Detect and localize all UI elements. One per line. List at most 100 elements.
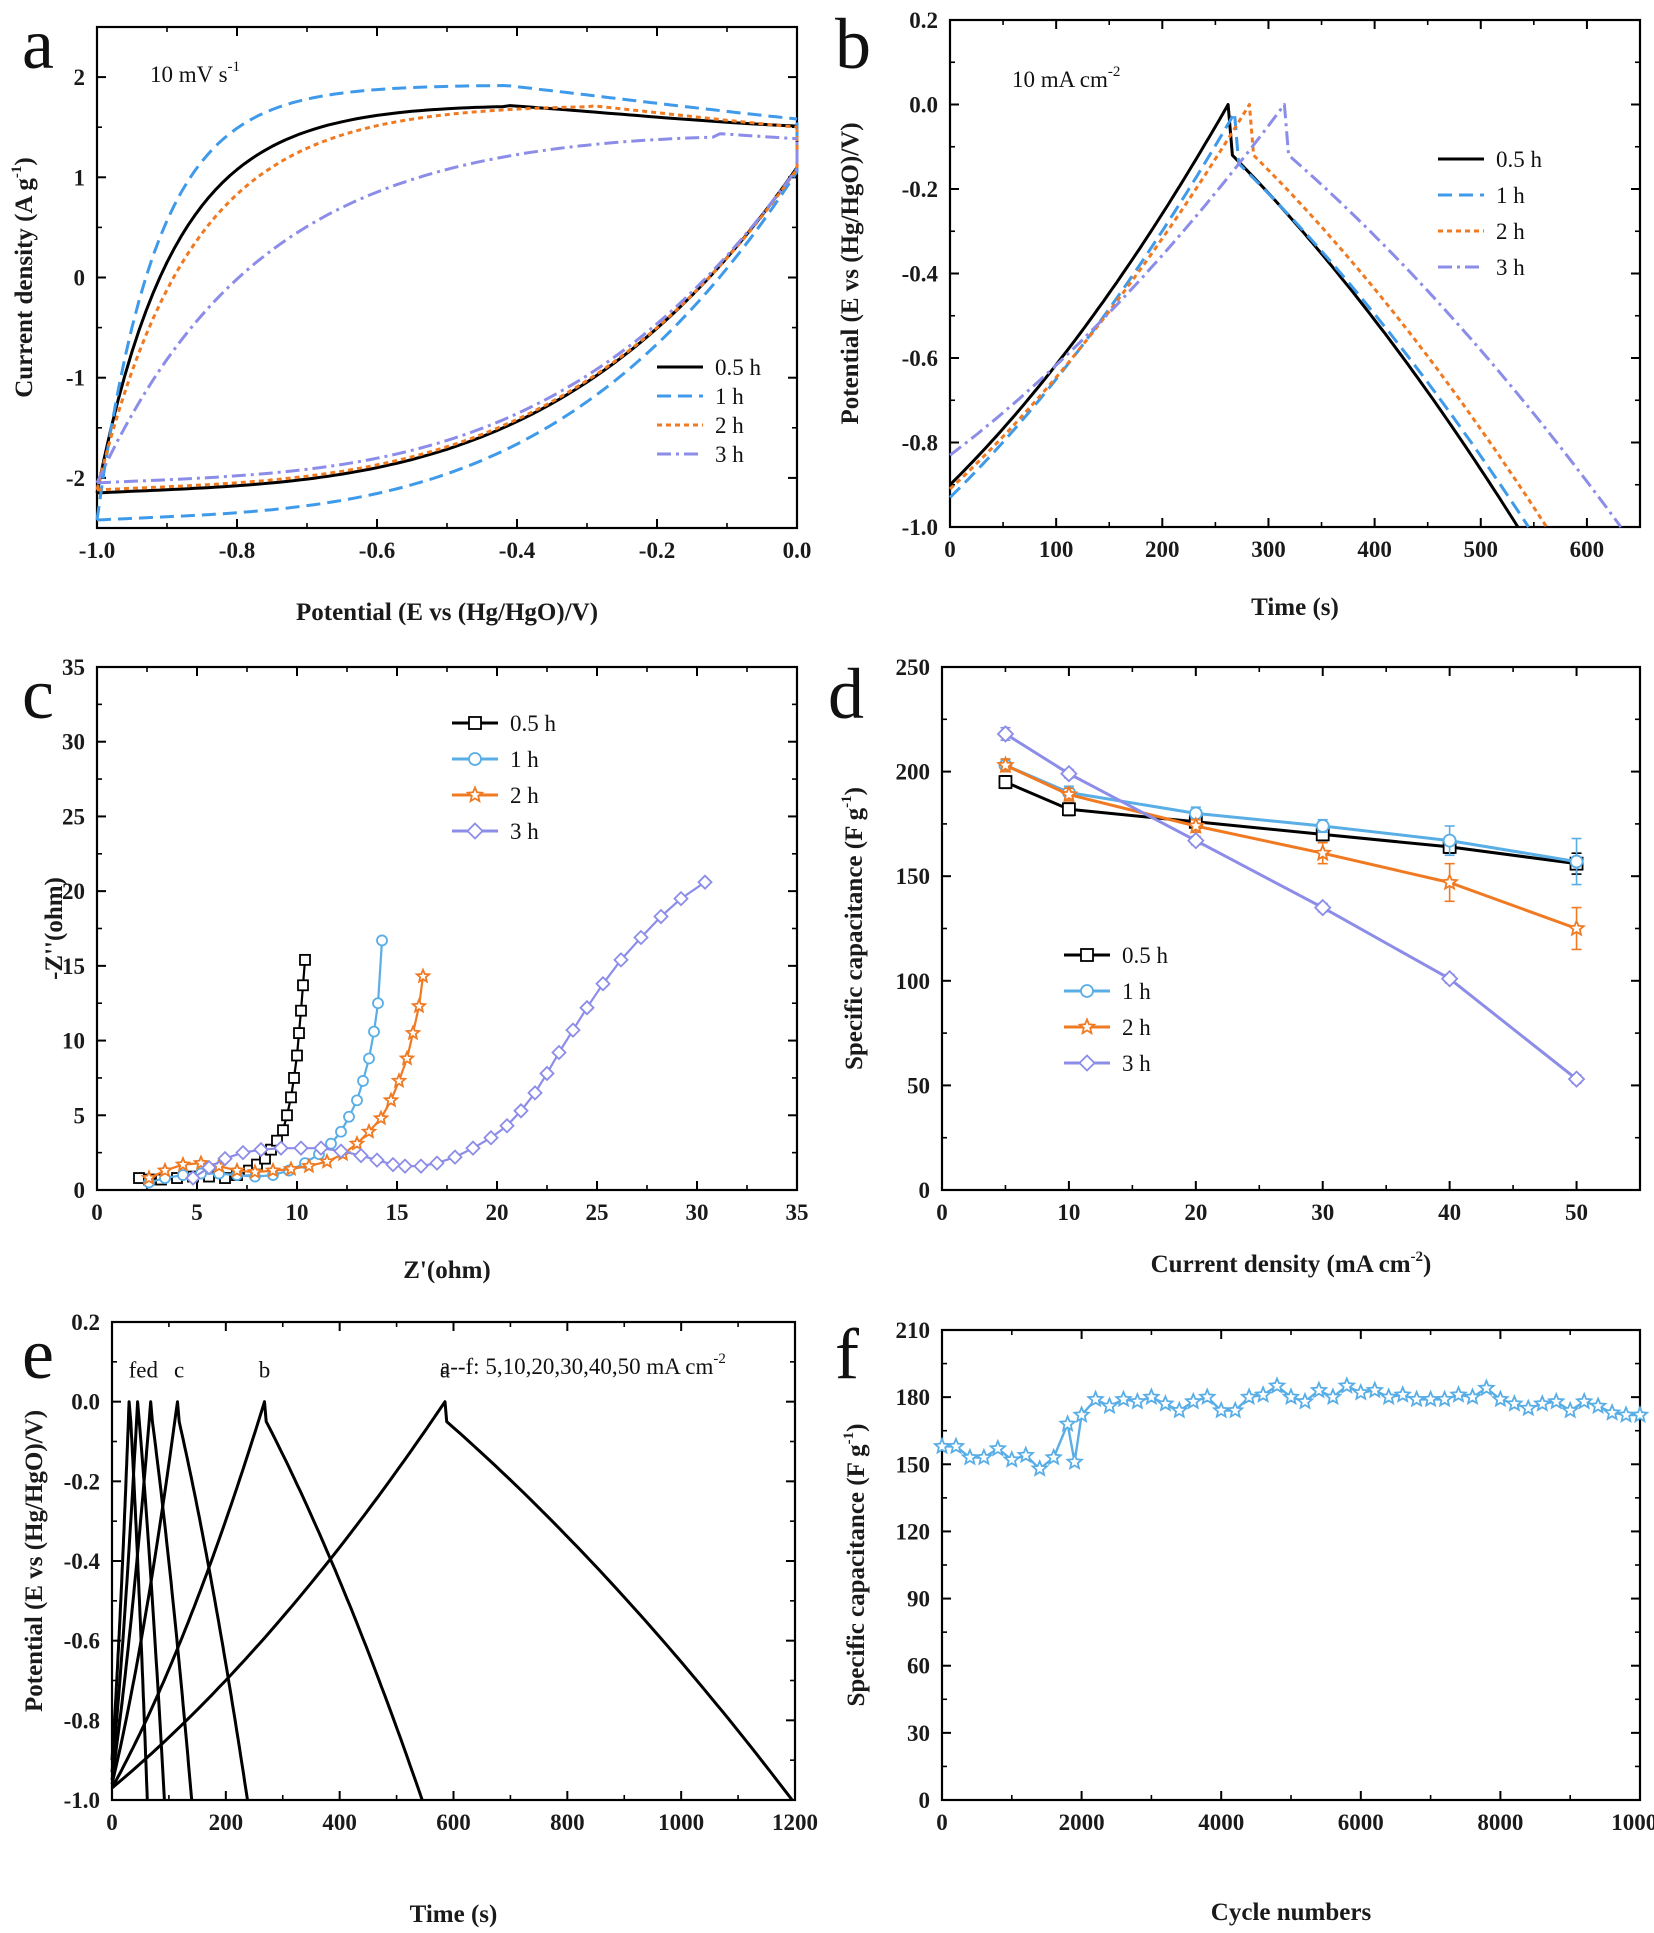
c-point [447, 1149, 463, 1165]
a-curve-1h [95, 84, 798, 521]
f-point [1169, 1400, 1189, 1419]
d-xtick-label: 20 [1184, 1200, 1207, 1225]
b-ytick-label: -0.2 [902, 177, 938, 202]
e-curve-label: fed [129, 1358, 159, 1383]
c-point [297, 979, 309, 992]
a-ylabel-sup: -1 [9, 166, 25, 179]
c-point [539, 1065, 555, 1082]
e-xtick-label: 200 [209, 1810, 244, 1835]
f-point [1142, 1387, 1161, 1406]
d-ytick-label: 100 [896, 969, 931, 994]
d-xtick-label: 40 [1438, 1200, 1461, 1225]
d-point [1060, 764, 1078, 783]
f-point [1630, 1405, 1650, 1424]
d-legend-label: 2 h [1122, 1015, 1151, 1040]
c-point [398, 1049, 416, 1066]
f-xtick-label: 0 [936, 1810, 948, 1835]
f-point [1281, 1387, 1301, 1406]
a-ytick-label: -2 [66, 466, 85, 491]
e-ytick-label: -0.4 [64, 1549, 101, 1574]
panel-c-letter: c [22, 654, 54, 734]
a-curve-0.5h [95, 104, 798, 494]
c-point [273, 1140, 289, 1156]
f-ylabel-sup: -1 [841, 1432, 857, 1445]
c-point [277, 1124, 289, 1137]
f-point [1518, 1398, 1538, 1417]
c-point [414, 967, 432, 984]
f-point [1491, 1389, 1510, 1408]
d-xlabel-sup: -2 [1411, 1249, 1424, 1265]
e-frame [110, 1320, 797, 1802]
f-point [1574, 1391, 1594, 1410]
f-point [1309, 1380, 1329, 1399]
f-ytick-label: 30 [907, 1721, 930, 1746]
d-point [1567, 1070, 1586, 1088]
f-point [1086, 1389, 1105, 1408]
a-curve-1h-return [96, 122, 799, 522]
a-xtick-label: -0.6 [359, 538, 395, 563]
f-point [1477, 1378, 1496, 1397]
c-point [335, 1125, 347, 1138]
d-ylabel: Specific capacitance (F g-1) [839, 787, 868, 1070]
c-point [288, 1072, 300, 1084]
a-ytick-label: -1 [66, 366, 85, 391]
d-ytick-label: 150 [896, 864, 931, 889]
e-curve-b [110, 1400, 424, 1801]
f-point [1253, 1385, 1273, 1403]
a-curve-3h [95, 132, 798, 484]
c-point [140, 1169, 158, 1186]
f-point [1072, 1405, 1091, 1424]
f-point [1183, 1391, 1203, 1410]
e-annotation-sup: -2 [713, 1351, 726, 1367]
f-point [1463, 1387, 1482, 1406]
f-ytick-label: 120 [896, 1519, 931, 1544]
d-point [1315, 819, 1330, 833]
c-point [376, 934, 388, 947]
c-frame [95, 665, 799, 1192]
c-point [382, 1091, 400, 1108]
f-point [1100, 1396, 1119, 1415]
c-point [351, 1094, 363, 1107]
d-point [1440, 872, 1460, 891]
c-ytick-label: 15 [62, 954, 85, 979]
d-ylabel-sup: -1 [839, 795, 855, 808]
b-legend-label: 1 h [1496, 183, 1525, 208]
c-point [282, 1160, 300, 1177]
c-point [404, 1024, 422, 1041]
d-ylabel-main: Specific capacitance (F g [841, 807, 868, 1070]
c-point [185, 1170, 201, 1186]
c-legend-marker [468, 716, 482, 730]
c-point [156, 1161, 174, 1178]
panel-f-letter: f [835, 1314, 859, 1394]
c-point [360, 1122, 378, 1139]
f-point [1016, 1445, 1036, 1464]
e-xtick-label: 1000 [658, 1810, 704, 1835]
f-point [1435, 1389, 1454, 1408]
f-point [1323, 1387, 1343, 1406]
d-point [996, 725, 1015, 743]
e-ytick-label: 0.0 [71, 1390, 100, 1415]
f-ylabel-end: ) [843, 1423, 870, 1431]
c-ytick-label: 5 [74, 1103, 86, 1128]
d-legend-marker [1080, 948, 1094, 962]
c-point [235, 1144, 251, 1161]
d-legend-label: 1 h [1122, 979, 1151, 1004]
c-point [217, 1150, 233, 1167]
f-point [1267, 1376, 1287, 1394]
e-curve-label: a [440, 1358, 450, 1383]
c-point [300, 1157, 318, 1174]
panel-b-letter: b [835, 4, 871, 84]
c-point [353, 1147, 369, 1164]
f-point [1602, 1402, 1622, 1421]
d-line-3h [1004, 732, 1578, 1081]
f-ytick-label: 60 [907, 1654, 930, 1679]
e-annotation-main: a--f: 5,10,20,30,40,50 mA cm [440, 1354, 714, 1379]
d-xtick-label: 10 [1057, 1200, 1080, 1225]
b-xtick-label: 200 [1145, 537, 1180, 562]
f-point [1225, 1400, 1245, 1419]
b-xtick-label: 400 [1357, 537, 1392, 562]
a-ylabel: Current density (A g-1) [9, 157, 38, 398]
f-point [1058, 1414, 1078, 1432]
c-point [369, 1152, 385, 1168]
